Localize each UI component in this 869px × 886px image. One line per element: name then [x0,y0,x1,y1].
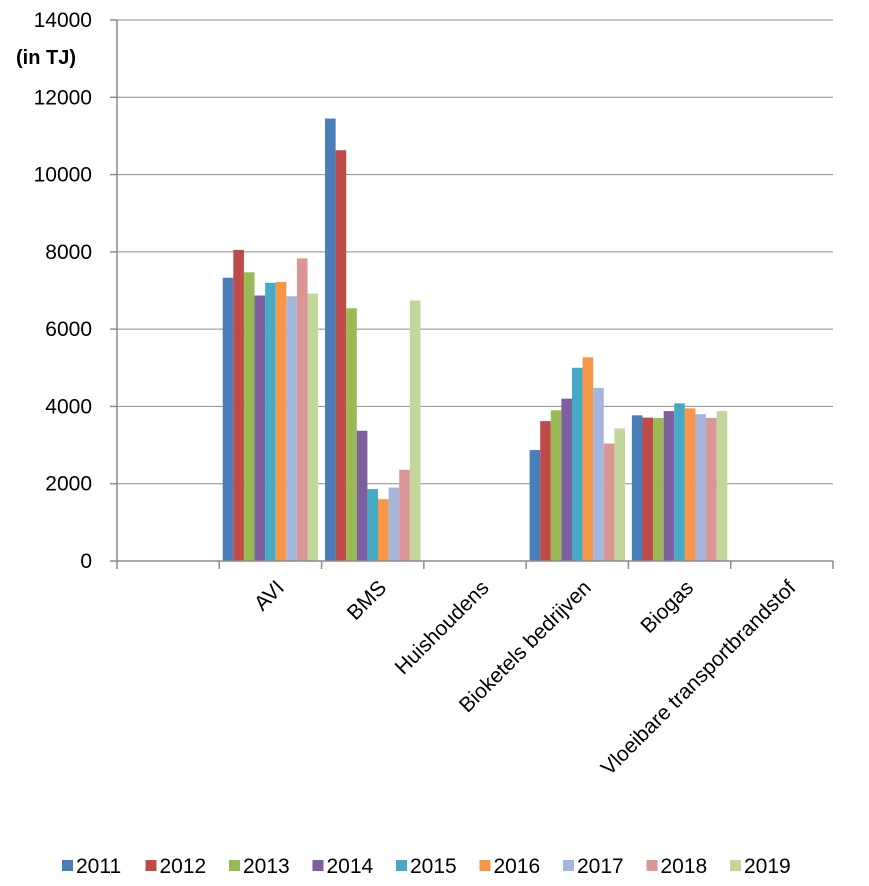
bar-2019 [614,428,625,561]
y-tick-label: 8000 [45,241,92,264]
y-tick-label: 0 [80,550,92,573]
bar-2014 [663,411,675,561]
bar-2016 [684,408,696,561]
legend-label: 2016 [494,855,541,878]
bar-2019 [409,300,421,561]
legend-swatch [646,860,658,871]
bar-2011 [222,277,234,561]
category-label: AVI [250,576,289,615]
bar-2017 [286,296,297,561]
legend-swatch [563,860,574,871]
bar-2014 [254,295,266,561]
bar-2013 [346,308,357,561]
legend-swatch [396,860,407,871]
legend-label: 2019 [744,855,791,878]
bar-2018 [399,469,410,561]
legend-swatch [62,860,73,871]
bar-2015 [674,403,685,561]
bar-2017 [388,487,400,561]
bar-2019 [716,411,728,561]
bar-2016 [275,281,287,561]
bar-2013 [243,272,255,561]
bar-2017 [695,414,707,561]
bar-2014 [356,430,368,561]
bar-2012 [233,249,244,562]
legend-swatch [229,860,240,871]
bar-2012 [540,421,551,561]
x-tick-marks [116,561,834,569]
y-tick-label: 6000 [45,318,92,341]
legend-label: 2013 [243,855,290,878]
bar-2018 [603,443,615,561]
category-label: Huishoudens [391,576,494,679]
bar-2012 [642,417,654,561]
bar-2014 [561,398,572,561]
bars [222,118,728,562]
bar-2018 [296,258,308,561]
legend-label: 2011 [76,855,121,878]
bar-2011 [631,415,643,561]
bar-2013 [653,418,664,561]
bar-2018 [706,418,717,561]
legend-label: 2018 [661,855,708,878]
y-tick-label: 2000 [45,473,92,496]
bar-2016 [582,357,594,561]
bar-2017 [593,387,604,561]
bar-2011 [325,118,336,562]
bar-2012 [335,150,347,561]
y-tick-label: 12000 [34,86,92,109]
bar-2015 [265,282,276,561]
category-label: Vloeibare transportbrandstof [597,576,801,780]
legend-label: 2017 [577,855,624,878]
y-tick-labels: 0 2000 4000 6000 8000 10000 12000 14000 [34,9,92,573]
category-label: Biogas [636,576,698,638]
y-tick-label: 14000 [34,9,92,32]
legend-swatch [145,860,157,871]
bar-2015 [367,489,379,561]
legend-label: 2015 [410,855,457,878]
bar-2016 [378,499,389,561]
legend-label: 2014 [327,855,374,878]
y-tick-label: 10000 [34,164,92,187]
bar-2011 [529,450,541,561]
legend-swatch [479,860,491,871]
legend-swatch [730,860,741,871]
y-tick-label: 4000 [45,395,92,418]
legend-label: 2012 [160,855,207,878]
category-label: BMS [343,576,391,624]
bar-2015 [571,367,583,561]
bar-2013 [550,410,562,561]
legend: 2011 2012 2013 2014 2015 2016 2017 2018 2019 [62,855,791,878]
bar-2019 [307,293,319,561]
y-unit-label: (in TJ) [16,47,76,69]
legend-swatch [312,860,324,871]
